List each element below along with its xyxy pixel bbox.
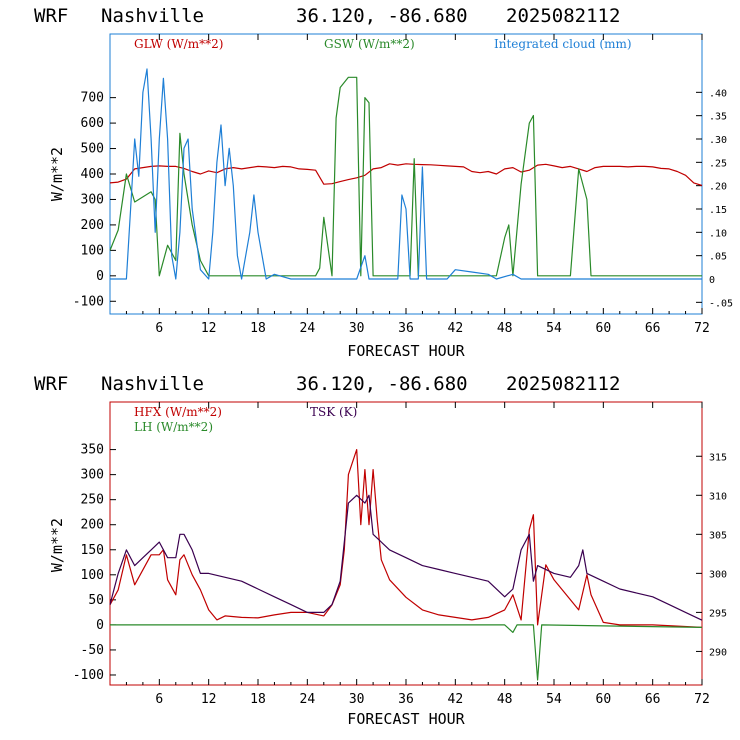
panel1-header-run: 2025082112 <box>506 5 620 27</box>
panel1-legend-gsw: GSW (W/m**2) <box>324 37 415 51</box>
panel2-legend-hfx: HFX (W/m**2) <box>134 405 222 419</box>
panel2-series-tsk-line <box>109 494 703 621</box>
panel1-xtick-label: 66 <box>645 321 661 336</box>
panel2-header-run: 2025082112 <box>506 373 620 395</box>
panel1-xtick-label: 30 <box>349 321 365 336</box>
panel2-ytick-label: 100 <box>81 568 104 583</box>
panel2-legend-tsk: TSK (K) <box>310 405 357 419</box>
panel2-ytick-label: 50 <box>88 593 104 608</box>
panel2-y2tick-label: 305 <box>709 530 727 541</box>
panel1-ytick-label: 700 <box>81 91 104 106</box>
panel2-xtick-label: 48 <box>497 692 513 707</box>
panel2-header-location: Nashville <box>101 373 204 395</box>
panel1-y2tick-label: -.05 <box>709 298 733 309</box>
panel2-xlabel: FORECAST HOUR <box>347 710 465 728</box>
panel2-y2tick-label: 310 <box>709 491 727 502</box>
panel2-legend-lh: LH (W/m**2) <box>134 420 213 434</box>
panel2-xtick-label: 66 <box>645 692 661 707</box>
panel2-xtick-label: 24 <box>300 692 316 707</box>
panel2-xtick-label: 30 <box>349 692 365 707</box>
panel2-xtick-label: 12 <box>201 692 217 707</box>
panel2-ytick-label: 200 <box>81 518 104 533</box>
panel2-ytick-label: 250 <box>81 493 104 508</box>
panel1-xtick-label: 42 <box>448 321 464 336</box>
panel2-plot-frame <box>109 401 703 686</box>
panel2-xtick-label: 6 <box>155 692 163 707</box>
panel1-xtick-label: 24 <box>300 321 316 336</box>
panel1-ytick-label: 0 <box>96 269 104 284</box>
panel2-xtick-label: 60 <box>596 692 612 707</box>
panel1-ytick-label: -100 <box>73 294 104 309</box>
panel1-y2tick-label: .25 <box>709 158 727 169</box>
panel1-ytick-label: 400 <box>81 167 104 182</box>
panel1-xtick-label: 48 <box>497 321 513 336</box>
panel2-ytick-label: 350 <box>81 443 104 458</box>
panel2-y2tick-label: 290 <box>709 647 727 658</box>
panel1-xtick-label: 6 <box>155 321 163 336</box>
panel1-y2tick-label: .20 <box>709 182 727 193</box>
panel2-header-coords: 36.120, -86.680 <box>296 373 468 395</box>
panel2-xtick-label: 72 <box>694 692 710 707</box>
panel2-ytick-label: 150 <box>81 543 104 558</box>
panel2-y2tick-label: 315 <box>709 452 727 463</box>
panel1-xtick-label: 72 <box>694 321 710 336</box>
panel2-xtick-label: 36 <box>398 692 414 707</box>
panel1-series-glw-line <box>109 163 703 187</box>
panel2-series-lh-line <box>110 624 703 681</box>
panel2-y2tick-label: 295 <box>709 608 727 619</box>
panel1-ylabel: W/m**2 <box>48 147 66 201</box>
panel2-ytick-label: -50 <box>81 643 104 658</box>
panel2-ylabel: W/m**2 <box>48 518 66 572</box>
panel1-ytick-label: 500 <box>81 142 104 157</box>
panel1-y2tick-label: .30 <box>709 135 727 146</box>
panel1-y2tick-label: 0 <box>709 275 715 286</box>
panel2-ytick-label: 0 <box>96 618 104 633</box>
panel1-series-integrated-cloud-line <box>110 68 702 280</box>
panel1-y2tick-label: .05 <box>709 252 727 263</box>
panel1-xlabel: FORECAST HOUR <box>347 342 465 360</box>
panel1-y2tick-label: .15 <box>709 205 727 216</box>
panel2-xtick-label: 42 <box>448 692 464 707</box>
panel1-ytick-label: 200 <box>81 218 104 233</box>
panel1-legend-glw: GLW (W/m**2) <box>134 37 223 51</box>
panel1-xtick-label: 36 <box>398 321 414 336</box>
panel1-xtick-label: 54 <box>546 321 562 336</box>
panel1-header-model: WRF <box>34 5 68 27</box>
panel2-ytick-label: 300 <box>81 468 104 483</box>
panel1-y2tick-label: .10 <box>709 228 727 239</box>
panel1-xtick-label: 60 <box>596 321 612 336</box>
panel1-legend-cloud: Integrated cloud (mm) <box>494 37 632 51</box>
panel1-series-gsw-line <box>109 76 702 277</box>
panel1-ytick-label: 300 <box>81 192 104 207</box>
panel1-ytick-label: 600 <box>81 116 104 131</box>
panel2-y2tick-label: 300 <box>709 569 727 580</box>
panel1-y2tick-label: .35 <box>709 112 727 123</box>
panel2-header-model: WRF <box>34 373 68 395</box>
panel1-ytick-label: 100 <box>81 243 104 258</box>
panel2-xtick-label: 54 <box>546 692 562 707</box>
panel1-header-coords: 36.120, -86.680 <box>296 5 468 27</box>
panel2-series-hfx-line <box>109 449 703 628</box>
panel1-xtick-label: 12 <box>201 321 217 336</box>
panel1-y2tick-label: .40 <box>709 88 727 99</box>
panel2-ytick-label: -100 <box>73 668 104 683</box>
panel1-header-location: Nashville <box>101 5 204 27</box>
panel2-xtick-label: 18 <box>250 692 266 707</box>
panel1-xtick-label: 18 <box>250 321 266 336</box>
